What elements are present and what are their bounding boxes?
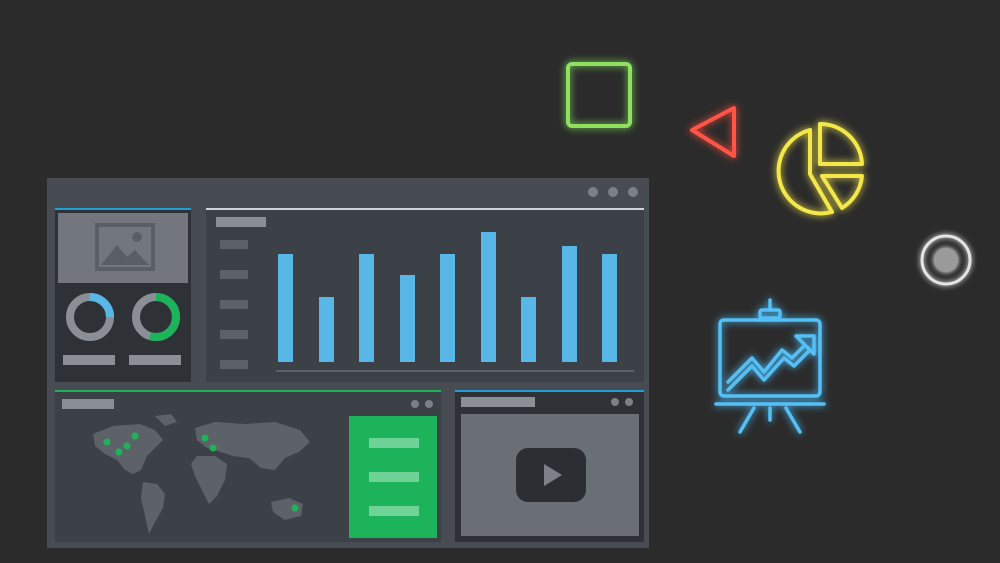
map-marker[interactable] bbox=[123, 442, 131, 450]
pie-chart-icon bbox=[776, 121, 864, 216]
donut-chart bbox=[66, 293, 114, 341]
image-icon bbox=[95, 223, 155, 271]
green-list-panel bbox=[349, 416, 437, 538]
chart-title-placeholder bbox=[216, 217, 266, 227]
image-placeholder bbox=[58, 213, 188, 283]
map-marker[interactable] bbox=[291, 504, 299, 512]
map-marker[interactable] bbox=[201, 434, 209, 442]
video-player[interactable] bbox=[461, 414, 639, 536]
donut-fill bbox=[132, 293, 180, 341]
chart-bar bbox=[561, 246, 577, 362]
video-title-placeholder bbox=[461, 397, 535, 407]
window-dot-icon[interactable] bbox=[411, 400, 419, 408]
map-marker[interactable] bbox=[103, 438, 111, 446]
chart-baseline bbox=[276, 370, 634, 372]
presentation-chart-icon bbox=[714, 298, 826, 434]
triangle-outline-icon bbox=[690, 106, 736, 158]
donut-label bbox=[63, 355, 115, 365]
video-panel bbox=[455, 390, 644, 542]
axis-label-placeholder bbox=[220, 300, 248, 309]
list-row-placeholder bbox=[369, 506, 419, 516]
window-dot-icon[interactable] bbox=[608, 187, 618, 197]
axis-label-placeholder bbox=[220, 360, 248, 369]
play-icon[interactable] bbox=[516, 448, 586, 502]
window-dot-icon[interactable] bbox=[625, 398, 633, 406]
map-marker[interactable] bbox=[209, 444, 217, 452]
bar-chart bbox=[206, 210, 644, 382]
square-outline-icon bbox=[566, 62, 632, 128]
donut-chart bbox=[132, 293, 180, 341]
donut-label bbox=[129, 355, 181, 365]
bar-chart-panel bbox=[206, 208, 644, 382]
chart-bar bbox=[278, 253, 293, 362]
radio-button-icon[interactable] bbox=[916, 230, 976, 290]
axis-label-placeholder bbox=[220, 330, 248, 339]
map-marker[interactable] bbox=[115, 448, 123, 456]
map-marker[interactable] bbox=[131, 432, 139, 440]
chart-bar bbox=[602, 253, 617, 362]
map-title-placeholder bbox=[62, 399, 114, 409]
window-dot-icon[interactable] bbox=[611, 398, 619, 406]
axis-label-placeholder bbox=[220, 240, 248, 249]
axis-label-placeholder bbox=[220, 270, 248, 279]
chart-bar bbox=[440, 253, 455, 362]
chart-bar bbox=[318, 297, 334, 362]
window-dot-icon[interactable] bbox=[628, 187, 638, 197]
summary-panel bbox=[55, 208, 191, 382]
chart-bar bbox=[521, 297, 536, 362]
chart-bar bbox=[480, 232, 496, 362]
window-dot-icon[interactable] bbox=[588, 187, 598, 197]
world-map bbox=[93, 414, 310, 534]
window-dot-icon[interactable] bbox=[425, 400, 433, 408]
donut-fill bbox=[66, 293, 114, 341]
list-row-placeholder bbox=[369, 438, 419, 448]
dashboard-window bbox=[47, 178, 649, 548]
list-row-placeholder bbox=[369, 472, 419, 482]
chart-bar bbox=[359, 253, 374, 362]
world-map-panel bbox=[55, 390, 441, 542]
chart-bar bbox=[399, 275, 415, 362]
